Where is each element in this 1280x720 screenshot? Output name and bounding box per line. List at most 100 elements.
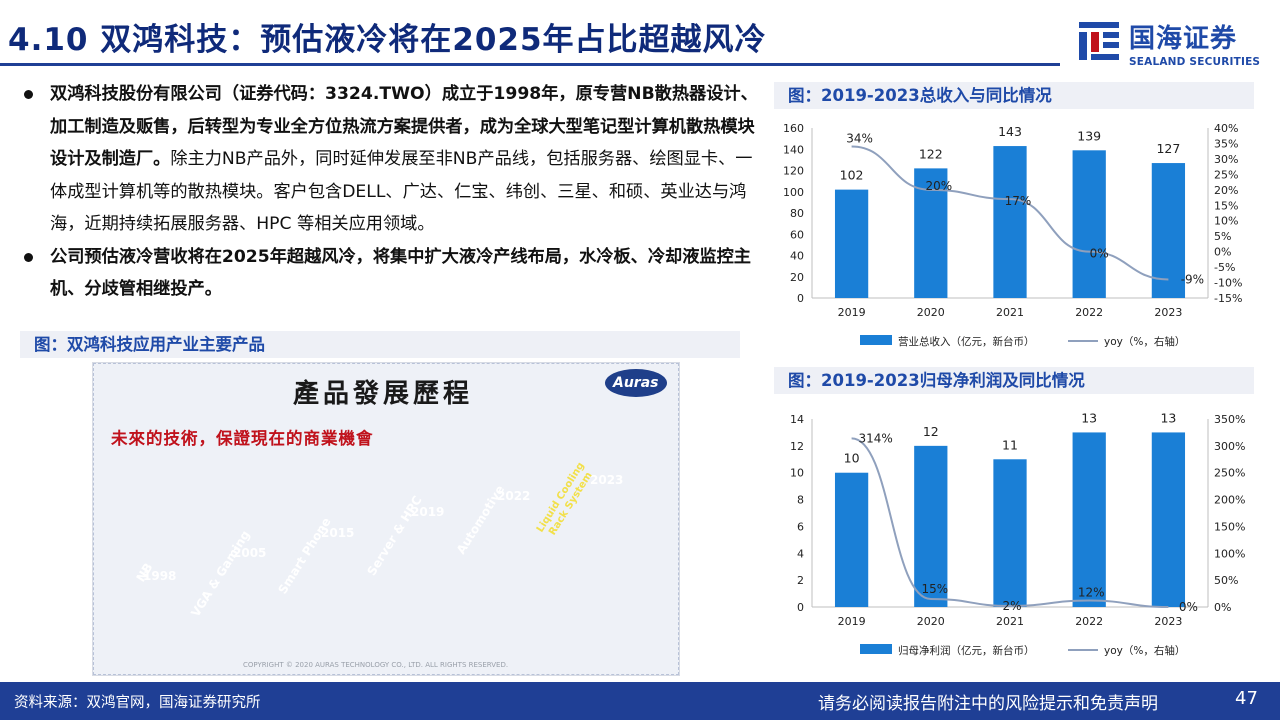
- y-tick-label: 0: [797, 601, 804, 614]
- y-tick-label: 160: [783, 122, 804, 135]
- x-tick-label: 2022: [1075, 306, 1103, 319]
- stage-year-1998: 1998: [143, 569, 177, 583]
- y2-tick-label: 35%: [1214, 137, 1238, 150]
- logo-chinese-name: 国海证券: [1129, 24, 1238, 54]
- y-tick-label: 14: [790, 413, 804, 426]
- y2-tick-label: 30%: [1214, 153, 1238, 166]
- profit-chart: 024681012140%50%100%150%200%250%300%350%…: [790, 410, 1245, 657]
- roadmap-subtitle: 未來的技術，保證現在的商業機會: [111, 429, 374, 448]
- y2-tick-label: 10%: [1214, 215, 1238, 228]
- roadmap-title: 產品發展歷程: [293, 379, 474, 409]
- bar-value-label: 11: [1002, 437, 1018, 452]
- y2-tick-label: 200%: [1214, 494, 1245, 507]
- bar-2019: [834, 189, 869, 298]
- stage-year-2022: 2022: [497, 489, 531, 503]
- legend-bar-label: 归母净利润（亿元，新台币）: [898, 644, 1035, 657]
- y-tick-label: 100: [783, 186, 804, 199]
- x-tick-label: 2021: [996, 306, 1024, 319]
- y-tick-label: 20: [790, 271, 804, 284]
- yoy-line: [851, 145, 1169, 281]
- stage-year-2015: 2015: [321, 526, 355, 540]
- y2-tick-label: 300%: [1214, 440, 1245, 453]
- y-tick-label: 8: [797, 494, 804, 507]
- bar-2023: [1151, 432, 1186, 607]
- bullet-1-bold: 双鸿科技股份有限公司（证券代码：3324.TWO）成立于1998年，原专营NB散…: [50, 84, 758, 169]
- bar-value-label: 13: [1160, 410, 1176, 425]
- y-tick-label: 60: [790, 228, 804, 241]
- bullet-2-bold: 公司预估液冷营收将在2025年超越风冷，将集中扩大液冷产线布局，水冷板、冷却液监…: [50, 246, 751, 300]
- page-title: 4.10 双鸿科技：预估液冷将在2025年占比超越风冷: [8, 22, 767, 58]
- source-note: 资料来源：双鸿官网，国海证券研究所: [14, 695, 261, 711]
- bar-2022: [1072, 150, 1106, 298]
- stage-year-2019: 2019: [411, 505, 445, 519]
- y-tick-label: 80: [790, 207, 804, 220]
- y2-tick-label: 40%: [1214, 122, 1238, 135]
- yoy-value-label: 34%: [846, 132, 873, 146]
- x-tick-label: 2019: [838, 306, 866, 319]
- stage-year-2005: 2005: [233, 546, 267, 560]
- yoy-value-label: 20%: [925, 179, 952, 193]
- y2-tick-label: 100%: [1214, 547, 1245, 560]
- yoy-value-label: 12%: [1078, 586, 1105, 600]
- y2-tick-label: 0%: [1214, 246, 1231, 259]
- y2-tick-label: -10%: [1214, 277, 1242, 290]
- y2-tick-label: -5%: [1214, 261, 1235, 274]
- bullet-liquid-cooling: 公司预估液冷营收将在2025年超越风冷，将集中扩大液冷产线布局，水冷板、冷却液监…: [20, 241, 760, 306]
- y-tick-label: 2: [797, 574, 804, 587]
- bar-value-label: 13: [1081, 410, 1097, 425]
- yoy-value-label: 2%: [1002, 599, 1021, 613]
- bullet-company-intro: 双鸿科技股份有限公司（证券代码：3324.TWO）成立于1998年，原专营NB散…: [20, 78, 760, 241]
- yoy-value-label: -9%: [1181, 272, 1204, 286]
- y2-tick-label: 20%: [1214, 184, 1238, 197]
- legend-line-label: yoy（%，右轴）: [1104, 335, 1185, 348]
- yoy-value-label: 15%: [921, 582, 948, 596]
- x-tick-label: 2022: [1075, 615, 1103, 628]
- revenue-chart: 0 20 40 60 80 100 120 140 160 -15% -10% -5% 0% 5% 10% 1…: [783, 122, 1242, 348]
- auras-logo: Auras: [605, 369, 667, 397]
- y2-tick-label: 250%: [1214, 467, 1245, 480]
- y2-tick-label: 150%: [1214, 520, 1245, 533]
- x-tick-label: 2020: [917, 306, 945, 319]
- y-tick-label: 120: [783, 165, 804, 178]
- brand-logo: 国海证券 SEALAND SECURITIES: [1077, 14, 1273, 70]
- stage-year-2023: 2023: [590, 473, 624, 487]
- x-tick-label: 2023: [1154, 615, 1182, 628]
- revenue-chart-label: 图：2019-2023总收入与同比情况: [774, 82, 1254, 109]
- bar-2021: [993, 459, 1027, 607]
- y-tick-label: 12: [790, 440, 804, 453]
- title-divider: [0, 63, 1060, 66]
- legend-line-label: yoy（%，右轴）: [1104, 644, 1185, 657]
- profit-chart-label: 图：2019-2023归母净利润及同比情况: [774, 367, 1254, 394]
- x-tick-label: 2023: [1154, 306, 1182, 319]
- product-roadmap-placeholder: [93, 363, 679, 675]
- bar-value-label: 139: [1077, 128, 1101, 143]
- x-tick-label: 2020: [917, 615, 945, 628]
- y2-tick-label: 350%: [1214, 413, 1245, 426]
- legend-bar-swatch: [860, 644, 892, 654]
- y-tick-label: 10: [790, 467, 804, 480]
- bar-value-label: 143: [998, 124, 1022, 139]
- sealand-logo-icon: [1079, 22, 1119, 60]
- bar-value-label: 10: [844, 451, 860, 466]
- bar-value-label: 102: [840, 168, 864, 183]
- y2-tick-label: 0%: [1214, 601, 1231, 614]
- y-tick-label: 0: [797, 292, 804, 305]
- bar-value-label: 122: [919, 146, 943, 161]
- product-figure-label: 图：双鸿科技应用产业主要产品: [20, 331, 740, 358]
- y2-tick-label: 15%: [1214, 199, 1238, 212]
- bar-2022: [1072, 432, 1106, 607]
- y-tick-label: 140: [783, 143, 804, 156]
- bar-2023: [1151, 163, 1186, 298]
- y2-tick-label: 5%: [1214, 230, 1231, 243]
- yoy-value-label: 0%: [1090, 247, 1109, 261]
- y-tick-label: 4: [797, 547, 804, 560]
- logo-english-name: SEALAND SECURITIES: [1129, 56, 1261, 68]
- bar-2020: [914, 445, 948, 607]
- bar-2019: [834, 472, 869, 607]
- y-tick-label: 6: [797, 520, 804, 533]
- yoy-value-label: 17%: [1005, 194, 1032, 208]
- y2-tick-label: 25%: [1214, 168, 1238, 181]
- page-number: 47: [1235, 688, 1258, 709]
- x-tick-label: 2019: [838, 615, 866, 628]
- y-tick-label: 40: [790, 250, 804, 263]
